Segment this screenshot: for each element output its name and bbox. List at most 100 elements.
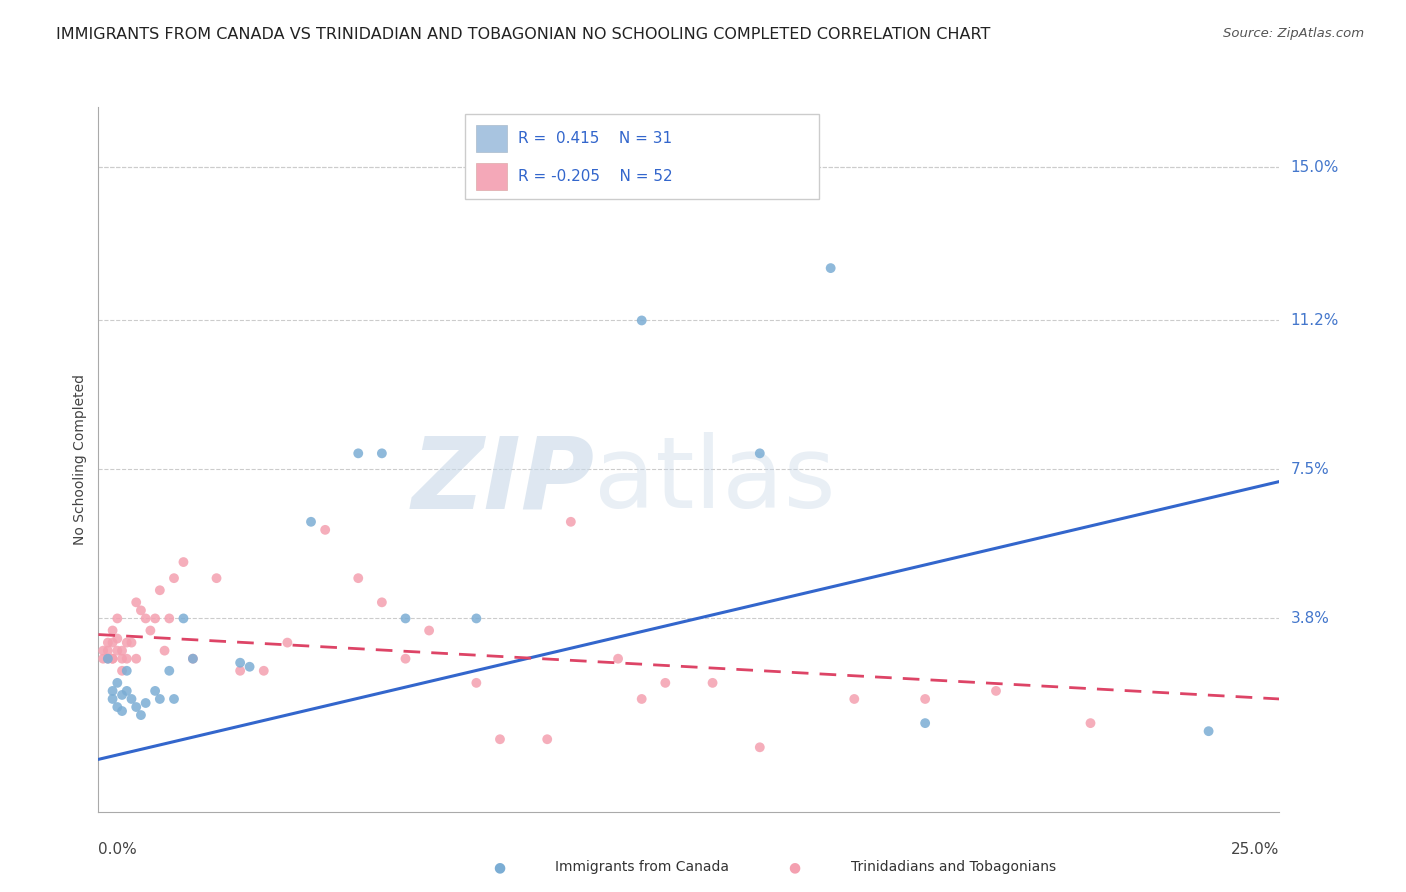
Text: 0.0%: 0.0% (98, 842, 138, 857)
Point (121, 692, 143, 706)
Text: atlas: atlas (595, 432, 837, 529)
Point (347, 571, 370, 585)
Point (121, 635, 143, 649)
Point (97, 651, 120, 665)
Point (172, 611, 194, 625)
Text: ●: ● (494, 860, 505, 874)
Point (465, 611, 488, 625)
Text: 15.0%: 15.0% (1291, 160, 1339, 175)
Point (111, 643, 134, 657)
Point (371, 595, 394, 609)
Point (91, 643, 114, 657)
Point (157, 664, 180, 678)
Point (276, 635, 298, 649)
Point (101, 635, 124, 649)
Point (630, 692, 652, 706)
Point (97, 643, 120, 657)
Point (157, 611, 180, 625)
Text: 25.0%: 25.0% (1232, 842, 1279, 857)
Point (111, 651, 134, 665)
Point (984, 684, 1007, 698)
Text: R = -0.205    N = 52: R = -0.205 N = 52 (517, 169, 672, 185)
Point (97, 651, 120, 665)
Text: ZIP: ZIP (412, 432, 595, 529)
Point (135, 611, 157, 625)
Text: Immigrants from Canada: Immigrants from Canada (555, 860, 730, 874)
Point (143, 611, 166, 625)
Point (748, 446, 770, 460)
Point (101, 624, 124, 638)
Point (299, 515, 322, 529)
Text: 11.2%: 11.2% (1291, 313, 1339, 328)
Y-axis label: No Schooling Completed: No Schooling Completed (73, 374, 87, 545)
Point (489, 732, 512, 747)
Point (347, 446, 370, 460)
Point (105, 632, 128, 646)
Point (115, 651, 138, 665)
Point (229, 656, 252, 670)
Point (205, 571, 228, 585)
Text: Trinidadians and Tobagonians: Trinidadians and Tobagonians (851, 860, 1056, 874)
Text: ●: ● (789, 860, 800, 874)
Point (239, 659, 262, 673)
Point (394, 651, 416, 665)
Point (115, 684, 138, 698)
Point (1198, 724, 1220, 739)
Point (111, 704, 134, 718)
Point (125, 595, 148, 609)
Point (101, 651, 124, 665)
Point (1080, 716, 1102, 731)
Point (149, 583, 172, 598)
Point (560, 515, 582, 529)
Text: Source: ZipAtlas.com: Source: ZipAtlas.com (1223, 27, 1364, 40)
Point (229, 664, 252, 678)
Point (253, 664, 276, 678)
Point (371, 446, 394, 460)
Point (844, 692, 866, 706)
Point (115, 635, 138, 649)
Point (654, 676, 676, 690)
Point (105, 611, 128, 625)
Point (163, 692, 186, 706)
Point (536, 732, 558, 747)
Point (125, 651, 148, 665)
Point (105, 643, 128, 657)
Text: 7.5%: 7.5% (1291, 462, 1329, 477)
Point (105, 700, 128, 714)
Point (111, 688, 134, 702)
Point (129, 708, 152, 723)
Point (702, 676, 724, 690)
Point (101, 651, 124, 665)
Point (314, 523, 336, 537)
Point (129, 603, 152, 617)
Point (149, 692, 172, 706)
Point (101, 692, 124, 706)
Point (111, 664, 134, 678)
Point (394, 611, 416, 625)
Point (125, 700, 148, 714)
Point (105, 676, 128, 690)
Point (101, 684, 124, 698)
Text: R =  0.415    N = 31: R = 0.415 N = 31 (517, 131, 672, 146)
Point (139, 624, 162, 638)
Point (181, 651, 204, 665)
Point (748, 740, 770, 755)
Point (820, 261, 842, 276)
Text: 3.8%: 3.8% (1291, 611, 1330, 626)
Point (172, 555, 194, 569)
Point (418, 624, 440, 638)
Point (153, 643, 176, 657)
Point (181, 651, 204, 665)
Point (135, 696, 157, 710)
Point (630, 313, 652, 327)
Point (163, 571, 186, 585)
Point (143, 684, 166, 698)
Point (97, 635, 120, 649)
Point (115, 664, 138, 678)
Point (465, 676, 488, 690)
Point (91, 651, 114, 665)
Text: IMMIGRANTS FROM CANADA VS TRINIDADIAN AND TOBAGONIAN NO SCHOOLING COMPLETED CORR: IMMIGRANTS FROM CANADA VS TRINIDADIAN AN… (56, 27, 991, 42)
Point (914, 692, 936, 706)
Point (914, 716, 936, 731)
Point (607, 651, 630, 665)
